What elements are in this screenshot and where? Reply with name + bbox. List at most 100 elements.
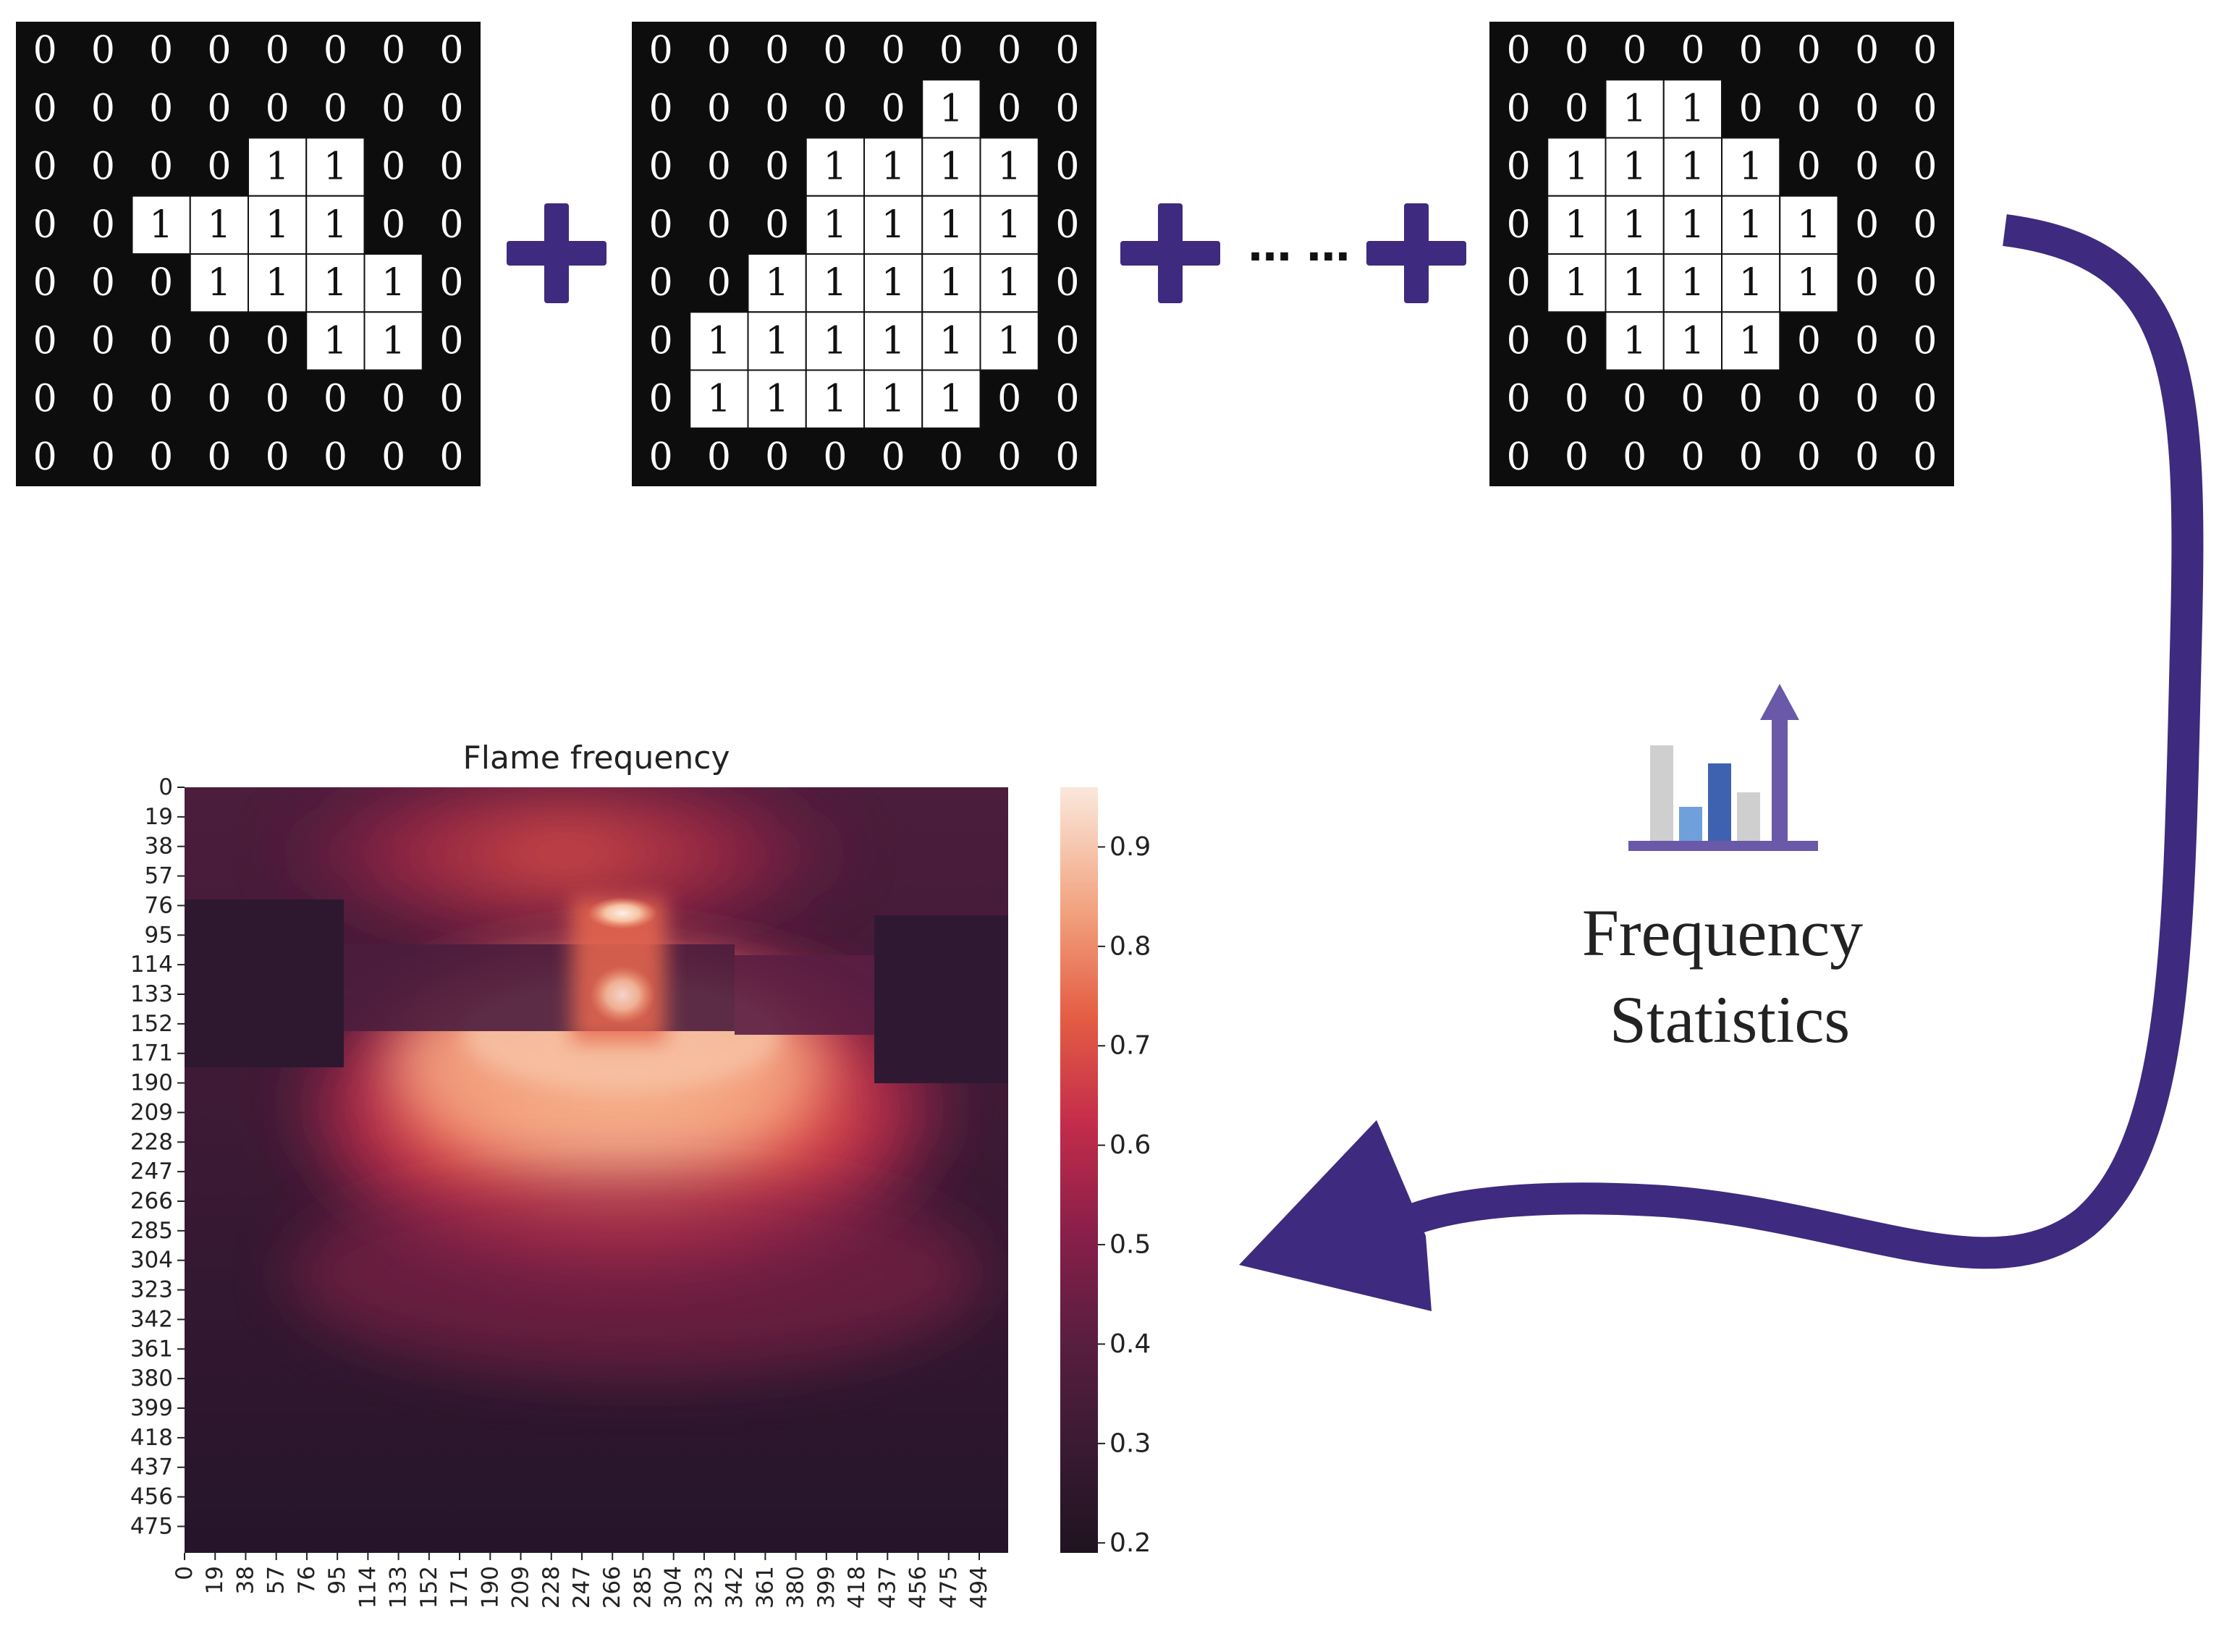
y-tick-label: 247: [130, 1158, 173, 1185]
matrix-cell-value: 0: [1565, 319, 1589, 363]
y-tick-label: 399: [130, 1395, 173, 1421]
matrix-cell-value: 0: [207, 378, 231, 421]
matrix-cell-value: 0: [1739, 87, 1763, 130]
matrix-cell-value: 0: [149, 261, 173, 305]
stats-label-line1: Frequency: [1582, 896, 1863, 970]
matrix-cell-value: 1: [381, 261, 405, 305]
matrix-cell-value: 0: [1855, 319, 1879, 363]
matrix-cell-value: 0: [765, 436, 789, 479]
matrix-cell-value: 1: [997, 261, 1021, 305]
y-tick-label: 0: [158, 774, 173, 800]
matrix-cell-value: 0: [707, 261, 731, 305]
matrix-cell-value: 0: [1797, 319, 1821, 363]
matrix-cell-value: 0: [1855, 145, 1879, 189]
x-tick-label: 38: [232, 1566, 258, 1594]
y-tick-label: 418: [130, 1425, 173, 1451]
matrix-cell-active: [979, 195, 1039, 255]
matrix-cell-value: 0: [1855, 87, 1879, 130]
matrix-cell-value: 0: [649, 29, 673, 72]
matrix-cell-value: 0: [381, 203, 405, 247]
y-tick-label: 475: [130, 1513, 173, 1539]
matrix-cell-active: [363, 311, 423, 371]
matrix-cell-value: 0: [1797, 87, 1821, 130]
matrix-cell-value: 0: [439, 261, 463, 305]
matrix-cell-value: 0: [381, 29, 405, 72]
matrix-cell-value: 0: [1681, 29, 1704, 72]
y-tick-label: 19: [145, 804, 173, 830]
matrix-cell-value: 0: [649, 436, 673, 479]
matrix-cell-value: 0: [33, 436, 57, 479]
matrix-cell-value: 0: [707, 29, 731, 72]
x-tick-label: 190: [477, 1566, 503, 1609]
matrix-cell-value: 1: [1623, 261, 1646, 305]
colorbar-tick-label: 0.5: [1109, 1230, 1151, 1260]
matrix-cell-value: 1: [765, 261, 789, 305]
matrix-cell-value: 1: [707, 378, 731, 421]
matrix-cell-value: 1: [939, 145, 963, 189]
matrix-cell-value: 0: [1055, 378, 1079, 421]
matrix-cell-active: [747, 311, 807, 371]
x-tick-label: 342: [722, 1566, 748, 1609]
matrix-cell-value: 0: [1913, 436, 1937, 479]
matrix-cell-value: 1: [939, 203, 963, 247]
matrix-cell-value: 0: [381, 145, 405, 189]
matrix-cell-value: 0: [882, 29, 905, 72]
colorbar-tick-label: 0.4: [1109, 1329, 1151, 1359]
matrix-cell-value: 0: [91, 378, 115, 421]
matrix-cell-value: 0: [1507, 145, 1531, 189]
matrix-cell-value: 0: [91, 87, 115, 130]
matrix-cell-value: 0: [997, 87, 1021, 130]
matrix-cell-value: 0: [882, 436, 905, 479]
matrix-cell-active: [248, 253, 308, 313]
matrix-cell-value: 0: [823, 436, 847, 479]
x-axis-ticks: 0 19 38 57 76 95 114 133 152 171 190 209 228 247 266 28…: [172, 1553, 992, 1609]
matrix-cell-value: 0: [149, 87, 173, 130]
colorbar: [1060, 787, 1098, 1553]
matrix-cell-value: 0: [997, 29, 1021, 72]
matrix-cell-value: 0: [1739, 29, 1763, 72]
matrix-cell-value: 0: [1913, 87, 1937, 130]
matrix-cell-value: 0: [149, 378, 173, 421]
y-tick-label: 190: [130, 1070, 173, 1096]
x-tick-label: 0: [172, 1566, 198, 1580]
matrix-cell-active: [863, 369, 923, 429]
matrix-cell-value: 0: [33, 145, 57, 189]
matrix-cell-value: 1: [939, 87, 963, 130]
x-tick-label: 437: [874, 1566, 900, 1609]
x-tick-label: 95: [324, 1566, 350, 1594]
matrix-cell-value: 0: [324, 378, 347, 421]
matrix-cell-value: 1: [997, 145, 1021, 189]
bar-chart-icon: [1628, 684, 1818, 851]
matrix-cell-value: 0: [649, 378, 673, 421]
colorbar-tick-label: 0.2: [1109, 1528, 1151, 1558]
matrix-cell-value: 1: [882, 203, 905, 247]
matrix-cell-value: 0: [765, 87, 789, 130]
matrix-cell-value: 0: [91, 261, 115, 305]
matrix-cell-value: 1: [1739, 145, 1763, 189]
matrix-cell-value: 1: [882, 319, 905, 363]
matrix-cell-active: [1662, 195, 1722, 255]
y-tick-label: 437: [130, 1454, 173, 1481]
matrix-cell-active: [689, 311, 749, 371]
matrix-cell-value: 1: [707, 319, 731, 363]
colorbar-tick-label: 0.6: [1109, 1130, 1151, 1160]
matrix-cell-value: 1: [882, 261, 905, 305]
matrix-cell-active: [305, 137, 365, 197]
matrix-cell-value: 0: [1797, 378, 1821, 421]
matrix-cell-value: 1: [1565, 203, 1589, 247]
matrix-cell-value: 0: [1507, 29, 1531, 72]
matrix-cell-value: 0: [1623, 29, 1646, 72]
matrix-cell-value: 1: [1565, 261, 1589, 305]
matrix-cell-value: 0: [439, 29, 463, 72]
matrix-cell-active: [805, 195, 865, 255]
chart-title: Flame frequency: [462, 740, 730, 776]
matrix-cell-value: 0: [649, 319, 673, 363]
matrix-cell-value: 0: [207, 145, 231, 189]
matrix-cell-value: 0: [1507, 319, 1531, 363]
matrix-cell-value: 0: [649, 87, 673, 130]
matrix-cell-value: 0: [765, 29, 789, 72]
x-tick-label: 209: [508, 1566, 534, 1609]
plus-icon: [507, 203, 606, 303]
matrix-cell-active: [305, 311, 365, 371]
